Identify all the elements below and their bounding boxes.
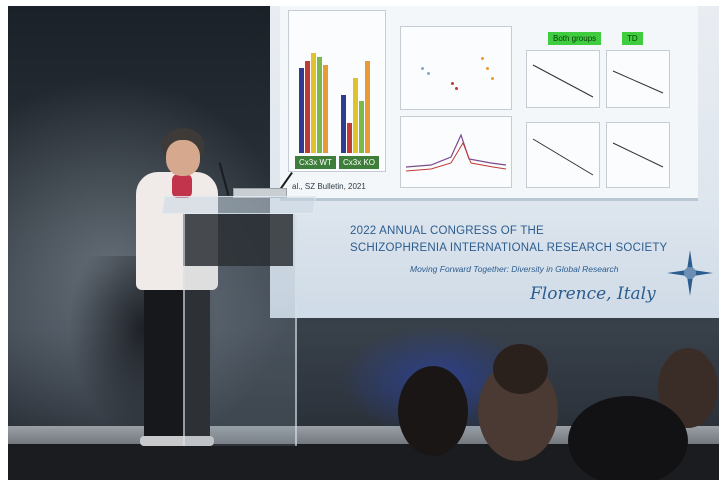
banner-society-name: SCHIZOPHRENIA INTERNATIONAL RESEARCH SOC… xyxy=(350,242,668,254)
banner-location: Florence, Italy xyxy=(530,284,656,304)
trace-lines xyxy=(405,133,507,172)
trace-panel xyxy=(400,116,512,188)
audience-head xyxy=(398,366,468,456)
slide-tag-both: Both groups xyxy=(548,32,602,45)
slide-tag-td: TD xyxy=(622,32,643,45)
audience-head xyxy=(568,396,688,480)
slide-citation: al., SZ Bulletin, 2021 xyxy=(292,182,366,191)
speaker-shoes xyxy=(140,436,214,446)
banner-congress-title: 2022 ANNUAL CONGRESS OF THE xyxy=(350,225,544,237)
speaker-face xyxy=(166,140,200,176)
compass-logo-icon xyxy=(667,250,713,296)
conference-photo: Cx3x WT Cx3x KO xyxy=(8,6,719,480)
lectern-top xyxy=(161,196,317,214)
regression-panel-1 xyxy=(526,50,600,108)
speaker xyxy=(126,124,226,446)
regression-panel-2 xyxy=(606,50,670,108)
speaker-scarf xyxy=(172,174,192,198)
group-label-ko: Cx3x KO xyxy=(339,156,380,169)
speaker-pants xyxy=(144,284,210,444)
audience-head xyxy=(493,344,548,394)
lectern-shelf xyxy=(183,214,293,266)
banner-tagline: Moving Forward Together: Diversity in Gl… xyxy=(410,264,619,274)
projection-screen: Cx3x WT Cx3x KO xyxy=(270,6,719,318)
bar-chart-panel: Cx3x WT Cx3x KO xyxy=(288,10,386,172)
regression-panel-4 xyxy=(606,122,670,188)
regression-panel-3 xyxy=(526,122,600,188)
lectern-front xyxy=(183,214,297,446)
glass-lectern xyxy=(161,162,317,448)
presentation-slide: Cx3x WT Cx3x KO xyxy=(280,6,698,201)
group-label-wt: Cx3x WT xyxy=(295,156,336,169)
dot-plot-panel xyxy=(400,26,512,110)
